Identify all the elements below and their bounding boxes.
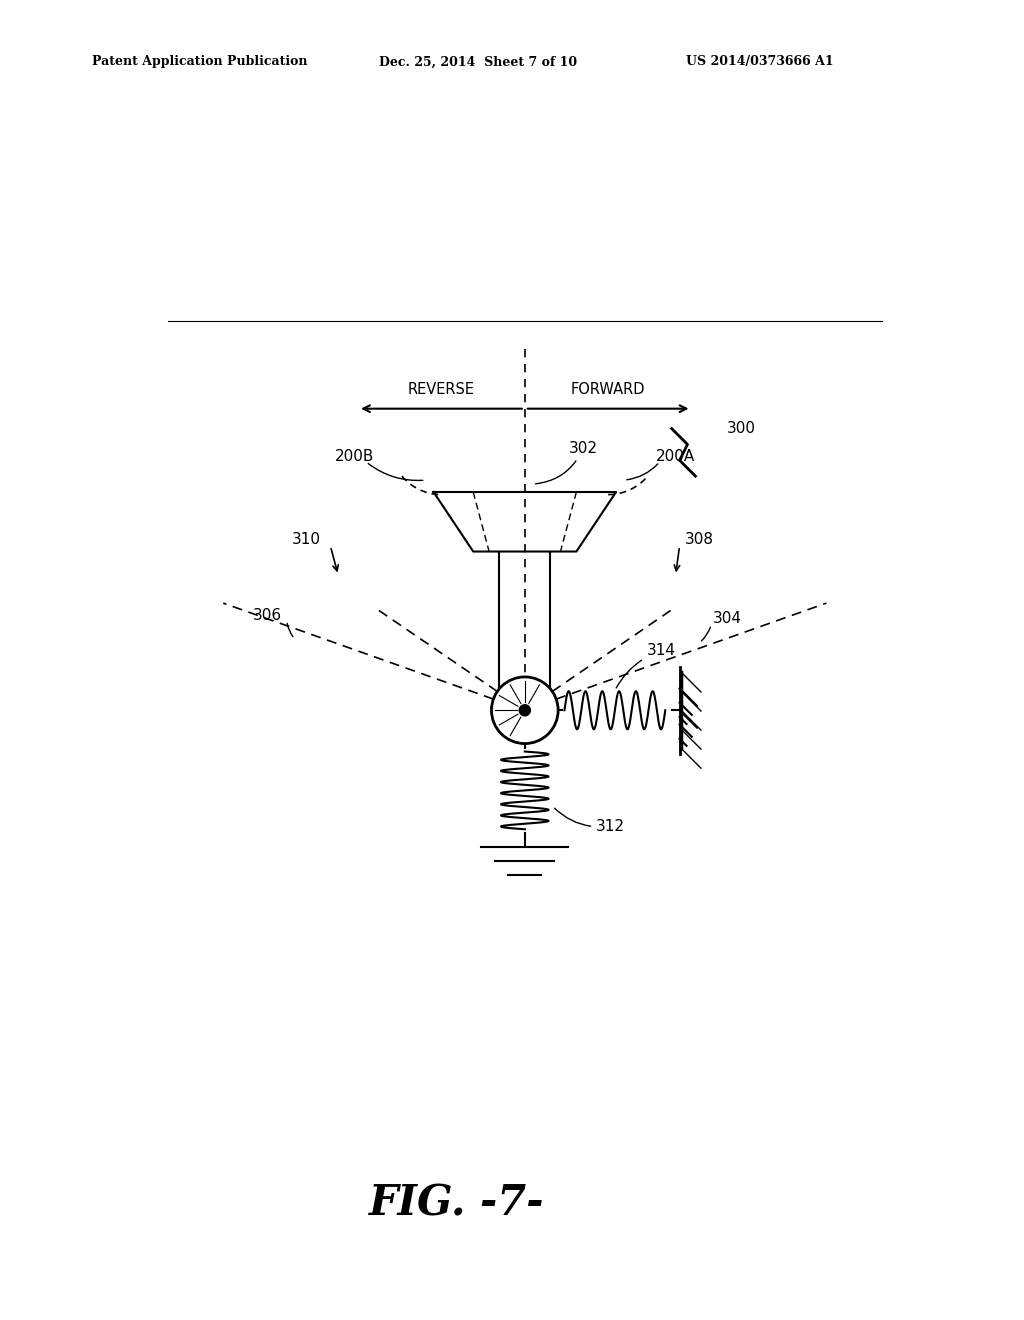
Text: 310: 310 <box>292 532 322 546</box>
Text: 304: 304 <box>713 611 741 627</box>
Text: FIG. -7-: FIG. -7- <box>369 1183 544 1225</box>
Text: 306: 306 <box>252 607 282 623</box>
Text: Dec. 25, 2014  Sheet 7 of 10: Dec. 25, 2014 Sheet 7 of 10 <box>379 55 577 69</box>
Text: 312: 312 <box>555 808 626 834</box>
Text: FORWARD: FORWARD <box>570 381 645 397</box>
Text: REVERSE: REVERSE <box>408 381 475 397</box>
Text: 200A: 200A <box>656 449 695 463</box>
Text: 300: 300 <box>727 421 756 436</box>
Circle shape <box>492 677 558 743</box>
Text: 308: 308 <box>685 532 714 546</box>
Text: 200B: 200B <box>335 449 374 463</box>
Text: Patent Application Publication: Patent Application Publication <box>92 55 307 69</box>
Text: US 2014/0373666 A1: US 2014/0373666 A1 <box>686 55 834 69</box>
Text: 314: 314 <box>616 643 676 688</box>
Text: 302: 302 <box>536 441 597 484</box>
Circle shape <box>519 705 530 715</box>
